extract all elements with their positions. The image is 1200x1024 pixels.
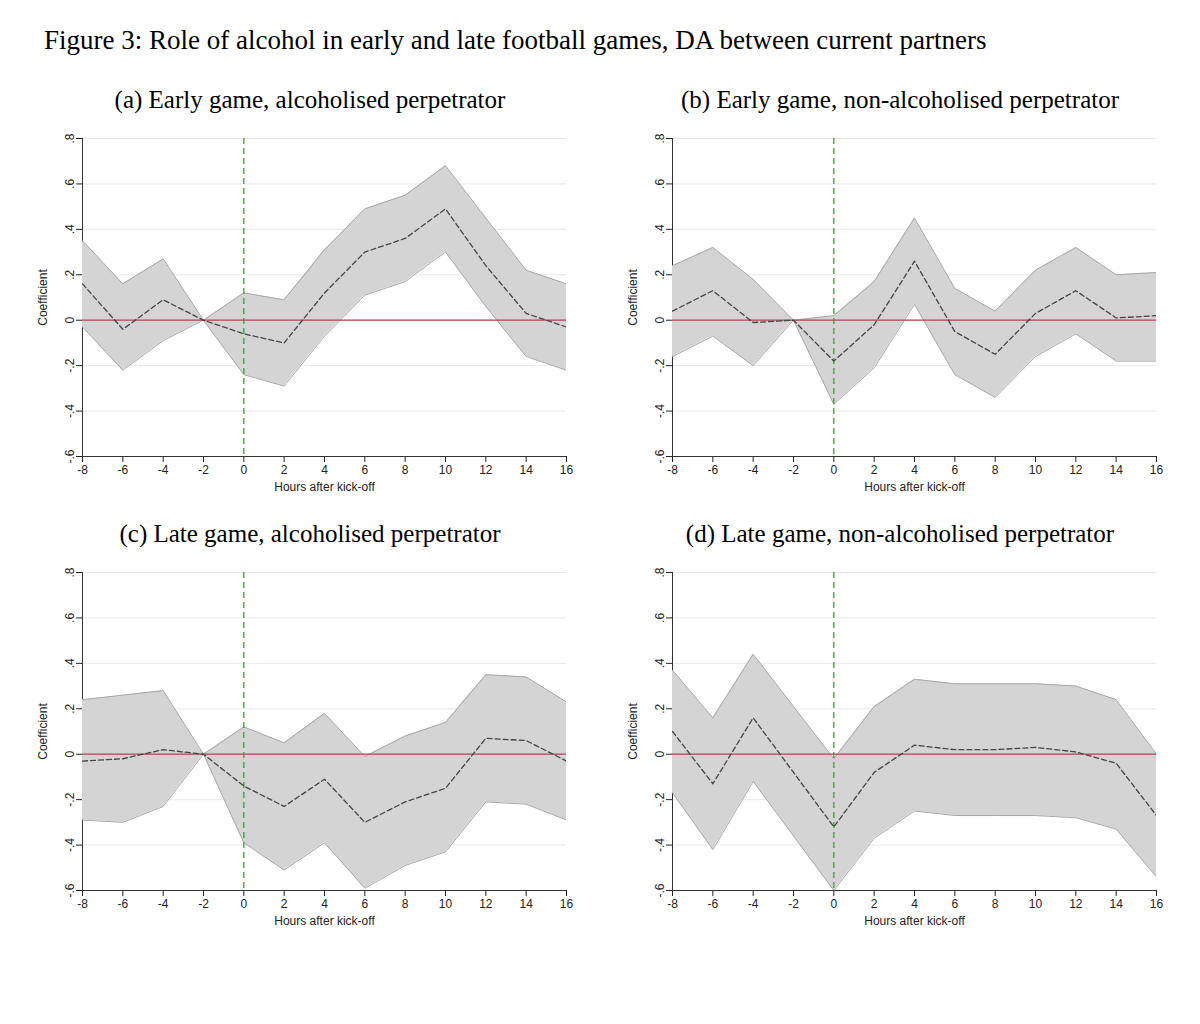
svg-text:0: 0 (240, 463, 247, 477)
svg-text:Hours after kick-off: Hours after kick-off (274, 914, 375, 928)
svg-text:-6: -6 (117, 463, 128, 477)
svg-text:-2: -2 (788, 897, 799, 911)
svg-text:.4: .4 (63, 224, 77, 234)
svg-text:14: 14 (1109, 463, 1123, 477)
svg-text:-.4: -.4 (653, 404, 667, 418)
svg-text:-4: -4 (748, 897, 759, 911)
svg-text:0: 0 (63, 317, 77, 324)
svg-text:.8: .8 (63, 133, 77, 143)
svg-text:.6: .6 (653, 613, 667, 623)
svg-text:-.6: -.6 (653, 883, 667, 897)
svg-text:Hours after kick-off: Hours after kick-off (864, 480, 965, 494)
svg-text:-4: -4 (748, 463, 759, 477)
svg-text:-6: -6 (707, 897, 718, 911)
svg-text:16: 16 (1150, 897, 1164, 911)
svg-text:2: 2 (281, 463, 288, 477)
svg-text:.2: .2 (63, 703, 77, 713)
svg-text:.6: .6 (653, 179, 667, 189)
svg-text:-.4: -.4 (63, 404, 77, 418)
svg-text:-8: -8 (667, 897, 678, 911)
svg-text:0: 0 (240, 897, 247, 911)
html-text:(a) Early game, alcoholised pe: (a) Early game, alcoholised perpetrator (114, 86, 506, 113)
svg-text:-4: -4 (158, 897, 169, 911)
svg-text:-8: -8 (77, 897, 88, 911)
svg-text:.8: .8 (653, 133, 667, 143)
html-text:Figure 3: Role of alcohol in e: Figure 3: Role of alcohol in early and l… (44, 25, 987, 55)
svg-text:.2: .2 (653, 703, 667, 713)
svg-text:14: 14 (1109, 897, 1123, 911)
svg-text:Coefficient: Coefficient (626, 703, 640, 760)
svg-text:-.6: -.6 (63, 449, 77, 463)
svg-text:4: 4 (911, 463, 918, 477)
svg-text:8: 8 (992, 897, 999, 911)
svg-text:-.2: -.2 (63, 358, 77, 372)
svg-text:12: 12 (1069, 463, 1083, 477)
svg-text:10: 10 (439, 897, 453, 911)
svg-text:Coefficient: Coefficient (36, 269, 50, 326)
svg-text:2: 2 (871, 463, 878, 477)
svg-text:6: 6 (361, 463, 368, 477)
svg-text:-.6: -.6 (63, 883, 77, 897)
svg-text:12: 12 (1069, 897, 1083, 911)
svg-text:16: 16 (1150, 463, 1164, 477)
svg-text:10: 10 (439, 463, 453, 477)
svg-text:6: 6 (951, 897, 958, 911)
svg-text:4: 4 (321, 897, 328, 911)
svg-text:-6: -6 (707, 463, 718, 477)
svg-text:6: 6 (361, 897, 368, 911)
svg-text:14: 14 (519, 463, 533, 477)
svg-text:-.2: -.2 (653, 792, 667, 806)
svg-text:Hours after kick-off: Hours after kick-off (864, 914, 965, 928)
html-text:(d) Late game, non-alcoholised: (d) Late game, non-alcoholised perpetrat… (685, 520, 1115, 547)
svg-text:-4: -4 (158, 463, 169, 477)
svg-text:-.6: -.6 (653, 449, 667, 463)
svg-text:.6: .6 (63, 613, 77, 623)
svg-text:10: 10 (1029, 897, 1043, 911)
svg-text:-.2: -.2 (63, 792, 77, 806)
svg-text:8: 8 (402, 463, 409, 477)
svg-text:12: 12 (479, 463, 493, 477)
svg-text:.6: .6 (63, 179, 77, 189)
html-text:(c) Late game, alcoholised per: (c) Late game, alcoholised perpetrator (119, 520, 501, 547)
svg-text:-.2: -.2 (653, 358, 667, 372)
svg-text:0: 0 (653, 751, 667, 758)
svg-text:.2: .2 (653, 269, 667, 279)
svg-text:-2: -2 (788, 463, 799, 477)
svg-text:10: 10 (1029, 463, 1043, 477)
svg-text:-8: -8 (667, 463, 678, 477)
svg-text:14: 14 (519, 897, 533, 911)
svg-text:.8: .8 (653, 567, 667, 577)
svg-text:0: 0 (63, 751, 77, 758)
svg-text:-.4: -.4 (653, 838, 667, 852)
svg-text:8: 8 (402, 897, 409, 911)
svg-text:.4: .4 (653, 658, 667, 668)
svg-text:2: 2 (281, 897, 288, 911)
svg-text:Coefficient: Coefficient (36, 703, 50, 760)
svg-text:4: 4 (911, 897, 918, 911)
svg-text:-2: -2 (198, 897, 209, 911)
svg-text:0: 0 (830, 463, 837, 477)
svg-text:-6: -6 (117, 897, 128, 911)
svg-text:12: 12 (479, 897, 493, 911)
svg-text:16: 16 (560, 897, 574, 911)
svg-text:4: 4 (321, 463, 328, 477)
svg-text:-.4: -.4 (63, 838, 77, 852)
svg-text:2: 2 (871, 897, 878, 911)
svg-text:-2: -2 (198, 463, 209, 477)
html-text:(b) Early game, non-alcoholise: (b) Early game, non-alcoholised perpetra… (681, 86, 1119, 113)
svg-text:16: 16 (560, 463, 574, 477)
svg-text:8: 8 (992, 463, 999, 477)
svg-text:.2: .2 (63, 269, 77, 279)
svg-text:Coefficient: Coefficient (626, 269, 640, 326)
svg-text:-8: -8 (77, 463, 88, 477)
svg-text:0: 0 (653, 317, 667, 324)
svg-text:0: 0 (830, 897, 837, 911)
svg-text:Hours after kick-off: Hours after kick-off (274, 480, 375, 494)
svg-text:6: 6 (951, 463, 958, 477)
svg-text:.4: .4 (63, 658, 77, 668)
svg-text:.8: .8 (63, 567, 77, 577)
svg-text:.4: .4 (653, 224, 667, 234)
